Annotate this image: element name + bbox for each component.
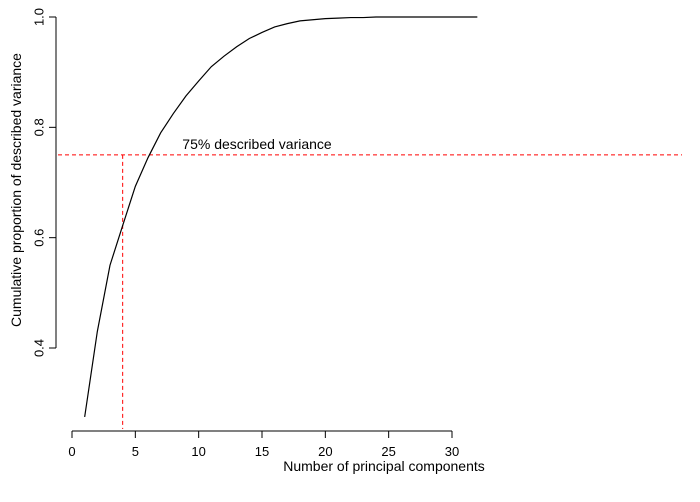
x-tick-label: 20	[318, 444, 332, 459]
x-tick-label: 15	[255, 444, 269, 459]
y-tick-label: 0.4	[32, 339, 47, 357]
x-axis-ticks: 0 5 10 15 20 25 30	[68, 431, 459, 459]
y-tick-label: 0.6	[32, 229, 47, 247]
x-tick-label: 25	[381, 444, 395, 459]
x-tick-label: 0	[68, 444, 75, 459]
y-tick-label: 1.0	[32, 8, 47, 26]
annotation-label: 75% described variance	[182, 136, 332, 152]
y-axis-ticks: 0.4 0.6 0.8 1.0	[32, 8, 56, 357]
x-tick-label: 5	[132, 444, 139, 459]
x-axis-title: Number of principal components	[283, 458, 485, 474]
y-axis-title: Cumulative proportion of described varia…	[8, 53, 24, 327]
cumulative-variance-line	[84, 16, 478, 418]
x-tick-label: 30	[445, 444, 459, 459]
plot-area: 0 5 10 15 20 25 30 0.4 0.6 0.8 1.0 75% described …	[32, 8, 682, 459]
y-tick-label: 0.8	[32, 118, 47, 136]
x-tick-label: 10	[191, 444, 205, 459]
